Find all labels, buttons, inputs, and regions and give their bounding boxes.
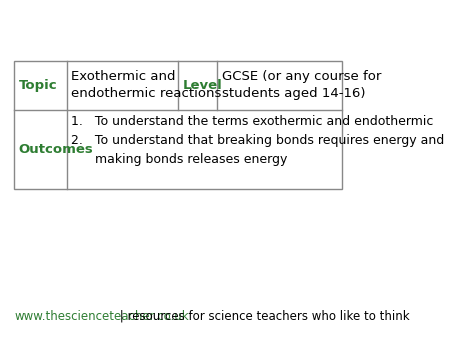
Text: GCSE (or any course for
students aged 14-16): GCSE (or any course for students aged 14… (221, 70, 381, 100)
Text: www.thescienceteacher.co.uk: www.thescienceteacher.co.uk (14, 310, 189, 323)
Text: | resources for science teachers who like to think: | resources for science teachers who lik… (116, 310, 410, 323)
Text: Level: Level (182, 79, 222, 92)
Text: Outcomes: Outcomes (18, 143, 93, 156)
Text: Topic: Topic (18, 79, 57, 92)
Text: Exothermic and
endothermic reactions: Exothermic and endothermic reactions (71, 70, 221, 100)
Text: 1.   To understand the terms exothermic and endothermic
2.   To understand that : 1. To understand the terms exothermic an… (71, 115, 444, 166)
Bar (14, 61, 342, 189)
